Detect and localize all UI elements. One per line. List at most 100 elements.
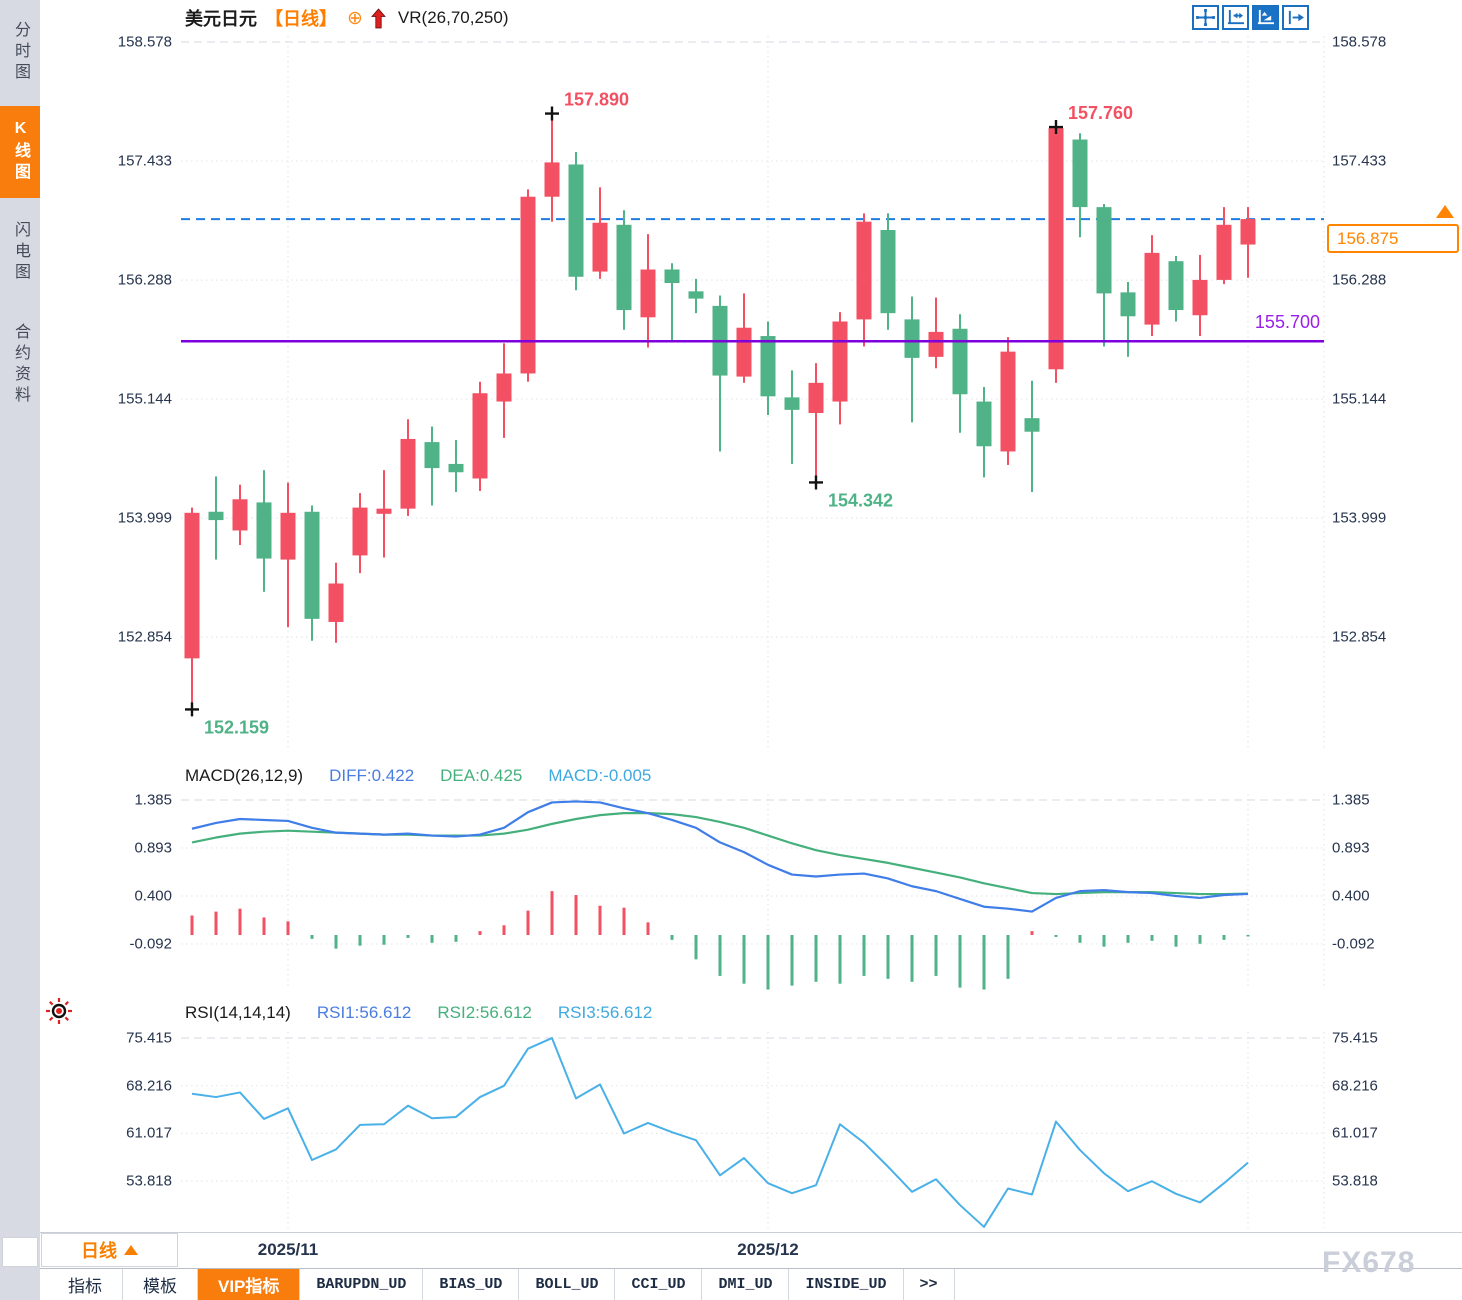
symbol-title: 美元日元 [185,9,257,29]
rsi-head-value-1: RSI2:56.612 [437,1003,532,1022]
toolbar-auto-scale-button[interactable] [1252,5,1279,30]
macd-bar [550,891,554,935]
left-axis-label: 0.893 [134,839,172,857]
sidebar-item-lightning[interactable]: 闪电图 [12,220,29,284]
sidebar-footer-cell [2,1237,38,1267]
price-annotation: 157.890 [564,90,629,110]
macd-bar [1174,934,1178,947]
macd-bar [982,934,986,990]
tab-more[interactable]: >> [904,1269,955,1300]
candle [784,397,800,410]
tab-inside[interactable]: INSIDE_UD [789,1269,904,1300]
toolbar-crosshair-button[interactable] [1192,5,1219,30]
left-axis-label: 0.400 [134,887,172,905]
macd-bar [766,934,770,990]
right-axis-label: 157.433 [1332,152,1387,170]
tab-indicators[interactable]: 指标 [48,1269,123,1300]
candle [592,222,608,272]
macd-bar [646,922,650,935]
candle [208,511,224,521]
macd-bar [334,934,338,949]
sidebar-item-contract-info[interactable]: 合约资料 [12,323,29,407]
candle [952,328,968,395]
left-axis-label: 75.415 [126,1029,172,1047]
tab-templates[interactable]: 模板 [123,1269,198,1300]
add-indicator-icon[interactable]: ⊕ [347,7,363,29]
candle [664,269,680,284]
macd-bar [670,934,674,940]
macd-bar [1150,934,1154,941]
tab-barupdn[interactable]: BARUPDN_UD [300,1269,424,1300]
period-selector-label: 日线 [81,1241,117,1261]
macd-bar [286,921,290,935]
left-axis-label: 155.144 [117,390,172,408]
macd-bar [478,931,482,935]
candle [1168,261,1184,311]
last-price-value: 156.875 [1337,229,1399,248]
tab-boll[interactable]: BOLL_UD [519,1269,616,1300]
candle [184,512,200,659]
x-axis-label: 2025/11 [257,1240,319,1259]
macd-bar [262,917,266,935]
toolbar-axis-range-button[interactable] [1222,5,1249,30]
rsi-head-value-2: RSI3:56.612 [557,1003,653,1022]
right-axis-label: 75.415 [1332,1029,1378,1047]
macd-bar [1078,934,1082,943]
right-axis-label: 68.216 [1332,1077,1378,1095]
macd-bar [1222,934,1226,940]
candle [976,401,992,447]
candle [352,507,368,556]
macd-bar [886,934,890,979]
macd-title: MACD(26,12,9) [185,766,304,785]
price-annotation: 154.342 [828,490,893,510]
right-axis-label: 1.385 [1332,791,1370,809]
price-annotation: 152.159 [204,717,269,737]
macd-bar [406,934,410,938]
candle [808,382,824,413]
x-axis-label: 2025/12 [737,1240,799,1259]
watermark: FX678 [1322,1246,1416,1279]
macd-bar [454,934,458,942]
candle [1192,279,1208,316]
candle [688,291,704,299]
macd-bar [910,934,914,982]
macd-bar [310,934,314,939]
macd-bar [598,905,602,935]
macd-bar [1198,934,1202,944]
period-selector[interactable]: 日线 [41,1233,178,1267]
macd-bar [1054,934,1058,937]
left-axis-label: 157.433 [117,152,172,170]
sidebar-item-timeline[interactable]: 分时图 [12,20,29,84]
tab-dmi[interactable]: DMI_UD [702,1269,790,1300]
candle [448,463,464,473]
macd-head-value-0: DIFF:0.422 [329,766,415,785]
right-axis-label: 0.893 [1332,839,1370,857]
tab-vip-indicators[interactable]: VIP指标 [198,1269,301,1300]
right-axis-label: -0.092 [1332,935,1375,953]
macd-bar [382,934,386,945]
right-axis-label: 158.578 [1332,33,1387,51]
tab-cci[interactable]: CCI_UD [615,1269,703,1300]
sun-indicator-icon[interactable] [44,996,74,1031]
sidebar-item-kline[interactable]: K线图 [0,106,40,198]
macd-header: MACD(26,12,9) DIFF:0.422 DEA:0.425 MACD:-0… [185,766,651,786]
right-axis-label: 152.854 [1332,628,1387,646]
macd-bar [622,907,626,935]
candle [424,442,440,469]
chart-header: 美元日元 【日线】 ⊕ VR(26,70,250) [185,5,509,31]
macd-bar [814,934,818,982]
rsi-header: RSI(14,14,14) RSI1:56.612 RSI2:56.612 RSI3… [185,1003,652,1023]
candle [1216,224,1232,280]
macd-bar [694,934,698,960]
macd-bar [502,925,506,935]
tab-bias[interactable]: BIAS_UD [423,1269,520,1300]
left-axis-label: 61.017 [126,1124,172,1142]
indicator-tab-bar: 指标 模板 VIP指标 BARUPDN_UD BIAS_UD BOLL_UD CCI_UD D… [40,1268,1462,1300]
macd-bar [430,934,434,943]
toolbar-pan-latest-button[interactable] [1282,5,1309,30]
macd-bar [190,915,194,935]
left-axis-label: 156.288 [117,271,172,289]
candle [256,502,272,559]
candle [640,269,656,318]
